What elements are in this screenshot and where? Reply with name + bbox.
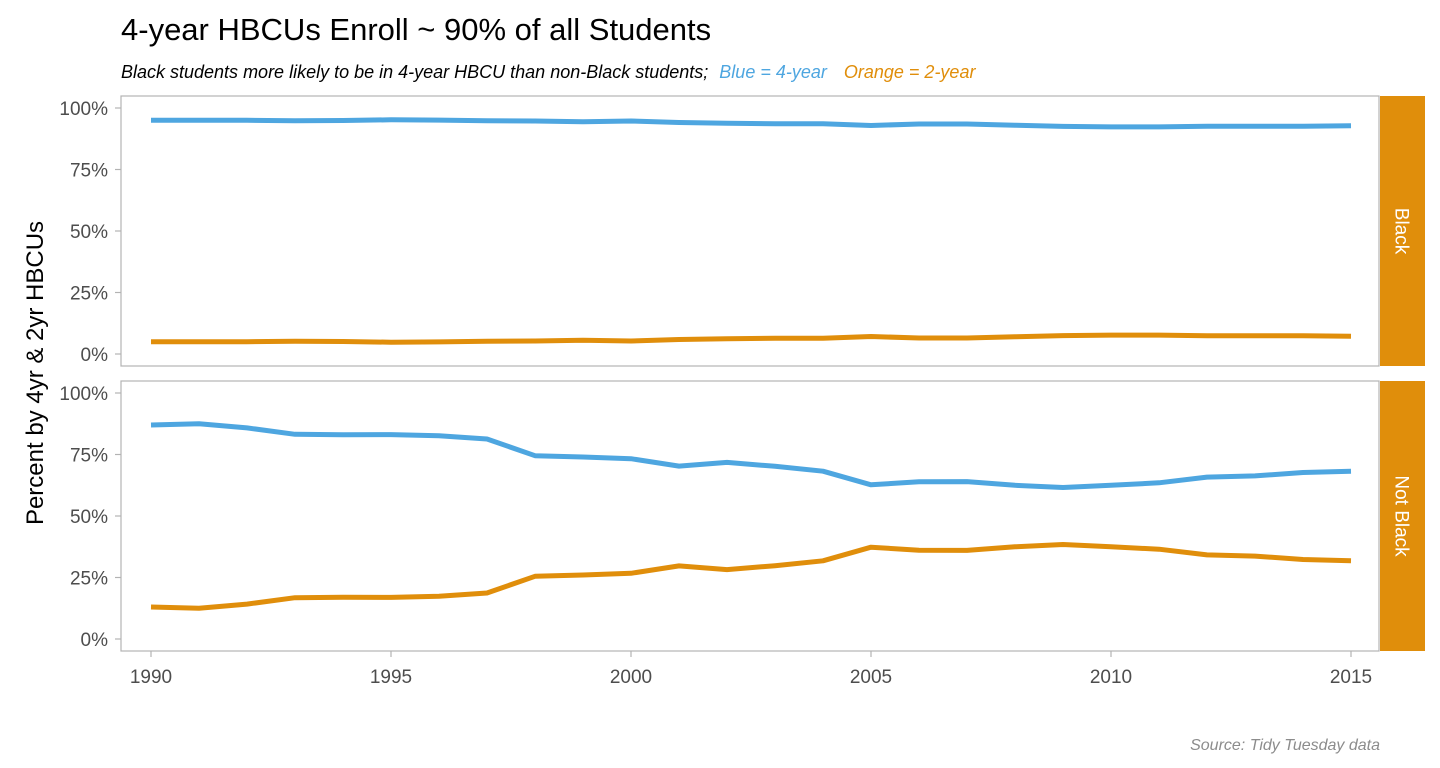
y-tick-label: 100%	[59, 99, 108, 120]
facet-strip-label: Black	[1391, 208, 1412, 255]
y-tick-label: 25%	[70, 569, 108, 590]
x-tick-label: 2010	[1090, 667, 1132, 688]
series-line-two-year	[151, 332, 1352, 345]
y-tick-label: 75%	[70, 161, 108, 182]
panel-black: 0% 25% 50% 75% 100% Black	[59, 95, 1425, 367]
y-tick-label: 75%	[70, 446, 108, 467]
subtitle-text: Black students more likely to be in 4-ye…	[121, 62, 708, 82]
y-tick-label: 25%	[70, 284, 108, 305]
x-tick-label: 2000	[610, 667, 652, 688]
x-tick-label: 1990	[130, 667, 172, 688]
panel-not-black: 0% 25% 50% 75% 100% Not Black	[59, 380, 1425, 652]
panel-border	[120, 95, 1380, 367]
facet-strip	[1380, 381, 1425, 651]
facet-strip	[1380, 96, 1425, 366]
y-axis-label: Percent by 4yr & 2yr HBCUs	[22, 221, 49, 525]
x-tick-label: 2015	[1330, 667, 1372, 688]
y-tick-label: 50%	[70, 222, 108, 243]
facet-strip-label: Not Black	[1391, 475, 1412, 557]
y-tick-label: 50%	[70, 507, 108, 528]
series-line-two-year	[150, 542, 1352, 611]
x-tick-label: 2005	[850, 667, 892, 688]
series-line-four-year	[150, 421, 1352, 490]
subtitle-orange-legend: Orange = 2-year	[844, 62, 977, 82]
x-tick-label: 1995	[370, 667, 412, 688]
chart-subtitle: Black students more likely to be in 4-ye…	[121, 62, 976, 82]
y-tick-label: 0%	[81, 345, 109, 366]
subtitle-blue-legend: Blue = 4-year	[719, 62, 828, 82]
x-axis: 1990 1995 2000 2005 2010 2015	[130, 651, 1372, 688]
panel-border	[120, 380, 1380, 652]
chart-caption: Source: Tidy Tuesday data	[1190, 737, 1380, 754]
panels: 0% 25% 50% 75% 100% Black 0% 25% 50% 75% 100% Not B…	[59, 95, 1425, 652]
chart-title: 4-year HBCUs Enroll ~ 90% of all Student…	[121, 12, 711, 47]
y-tick-label: 100%	[59, 384, 108, 405]
y-tick-label: 0%	[81, 630, 109, 651]
series-line-four-year	[151, 117, 1352, 130]
